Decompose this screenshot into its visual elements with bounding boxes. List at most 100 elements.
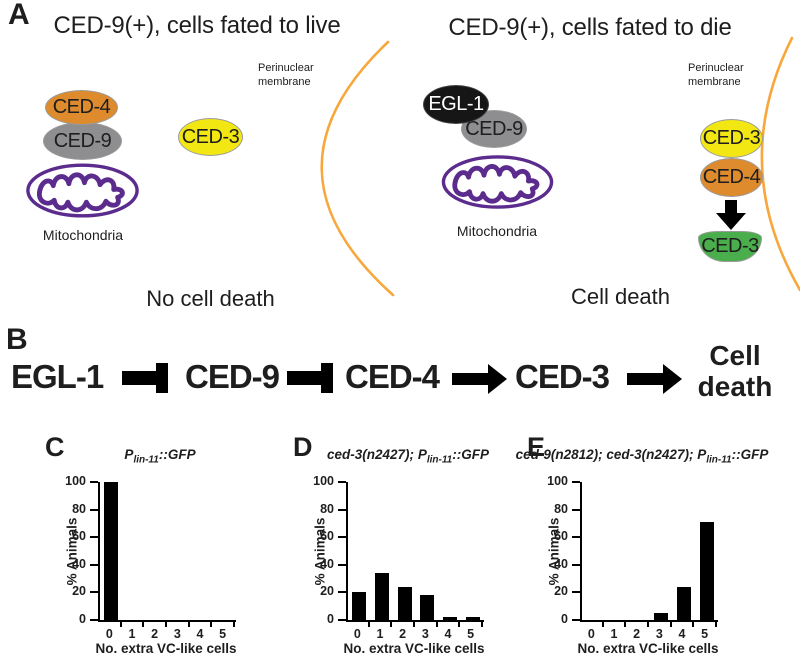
ced9-oval-left: CED-9: [43, 122, 122, 160]
y-tick-label: 20: [72, 584, 86, 599]
x-tick-label: 0: [353, 627, 361, 641]
panel-b-label: B: [6, 323, 28, 356]
y-axis-title: % Animals: [64, 517, 80, 586]
x-tick: [119, 622, 122, 627]
y-tick-label: 100: [313, 474, 334, 488]
y-tick-label: 20: [554, 584, 568, 599]
y-tick-label: 100: [547, 474, 568, 488]
x-tick-label: 4: [678, 627, 686, 641]
x-axis-title: No. extra VC-like cells: [95, 641, 237, 656]
y-tick-label: 20: [320, 584, 334, 599]
x-tick-label: 4: [444, 627, 452, 641]
x-tick-label: 3: [655, 627, 663, 641]
x-tick-label: 1: [376, 627, 384, 641]
ced3-inactive-oval: CED-3: [700, 119, 763, 158]
pathway-node-egl1: EGL-1: [11, 358, 104, 395]
activation-arrow-down-head-icon: [716, 213, 746, 230]
bar-3: [654, 613, 669, 620]
ced4-oval-right: CED-4: [700, 158, 763, 197]
outcome-cell-death: Cell death: [570, 284, 671, 309]
x-tick: [601, 622, 604, 627]
y-tick-label: 80: [320, 501, 334, 516]
x-tick: [413, 622, 415, 627]
y-tick-label: 0: [561, 612, 568, 626]
bar-3: [420, 595, 435, 620]
x-tick: [390, 622, 393, 627]
x-tick-label: 1: [128, 627, 136, 641]
x-tick-label: 1: [610, 627, 618, 641]
x-axis-title: No. extra VC-like cells: [577, 641, 719, 656]
x-tick-label: 5: [219, 627, 227, 641]
activation-arrow-icon: [627, 364, 682, 394]
x-tick-label: 0: [587, 627, 595, 641]
x-tick: [435, 622, 438, 627]
pathway-terminal-cell-death: Cell death: [697, 340, 773, 402]
perinuclear-membrane-label-right: Perinuclear membrane: [688, 62, 744, 89]
x-tick-label: 0: [105, 627, 113, 641]
chart-title: ced-9(n2812); ced-3(n2427); Plin-11::GFP: [515, 447, 769, 466]
x-tick: [481, 622, 483, 627]
y-axis-title: % Animals: [546, 517, 562, 586]
y-tick: [338, 481, 346, 483]
scenario-die-title: CED-9(+), cells fated to die: [448, 14, 732, 41]
panel-a-label: A: [8, 0, 30, 31]
y-tick: [338, 563, 346, 566]
x-tick: [624, 622, 627, 627]
x-tick-label: 5: [467, 627, 475, 641]
bar-0: [352, 592, 367, 620]
y-tick: [90, 508, 98, 511]
mitochondria-label-left: Mitochondria: [42, 227, 124, 243]
y-tick: [90, 563, 98, 566]
bar-4: [443, 617, 457, 620]
x-tick-label: 3: [173, 627, 181, 641]
bar-2: [397, 586, 412, 620]
y-tick-label: 60: [72, 529, 86, 544]
y-tick: [90, 619, 98, 621]
x-tick: [233, 622, 235, 627]
perinuclear-membrane-left-curve: [320, 40, 395, 297]
perinuclear-membrane-right-curve: [760, 36, 800, 292]
x-tick-label: 2: [151, 627, 159, 641]
y-tick: [338, 536, 346, 539]
y-tick: [90, 536, 98, 539]
x-tick-label: 2: [399, 627, 407, 641]
ced3-active-oval: CED-3: [698, 231, 762, 262]
pathway-node-ced9: CED-9: [185, 358, 280, 395]
y-tick-label: 40: [72, 556, 86, 571]
chart-title: Plin-11::GFP: [124, 447, 196, 466]
ced4-oval-left: CED-4: [45, 90, 118, 125]
x-tick: [692, 622, 695, 627]
pathway-node-ced3: CED-3: [515, 358, 610, 395]
scenario-live-title: CED-9(+), cells fated to live: [53, 12, 341, 39]
activation-arrow-icon: [452, 364, 507, 394]
y-tick: [572, 536, 580, 539]
y-tick: [572, 508, 580, 511]
y-tick-label: 40: [320, 556, 334, 571]
y-tick-label: 80: [554, 501, 568, 516]
x-tick-label: 2: [633, 627, 641, 641]
x-tick-label: 4: [196, 627, 204, 641]
bar-0: [104, 482, 119, 620]
y-tick: [338, 591, 346, 594]
chart-panel-d: D ced-3(n2427); Plin-11::GFP % Animals N…: [278, 430, 538, 656]
x-tick: [165, 622, 167, 627]
y-tick-label: 40: [554, 556, 568, 571]
y-tick: [572, 563, 580, 566]
x-axis-title: No. extra VC-like cells: [343, 641, 485, 656]
x-tick: [458, 622, 461, 627]
panel-c-label: C: [45, 432, 65, 462]
bar-1: [375, 573, 389, 620]
perinuclear-membrane-label-left: Perinuclear membrane: [258, 62, 314, 89]
chart-panel-e: E ced-9(n2812); ced-3(n2427); Plin-11::G…: [512, 430, 772, 656]
inhibition-bar-icon: [287, 363, 333, 393]
x-tick: [142, 622, 145, 627]
chart-title: ced-3(n2427); Plin-11::GFP: [327, 447, 489, 466]
x-tick-label: 3: [421, 627, 429, 641]
y-tick-label: 100: [65, 474, 86, 488]
x-tick: [647, 622, 649, 627]
plot-area: [346, 482, 484, 622]
x-tick: [210, 622, 213, 627]
y-tick: [338, 508, 346, 511]
